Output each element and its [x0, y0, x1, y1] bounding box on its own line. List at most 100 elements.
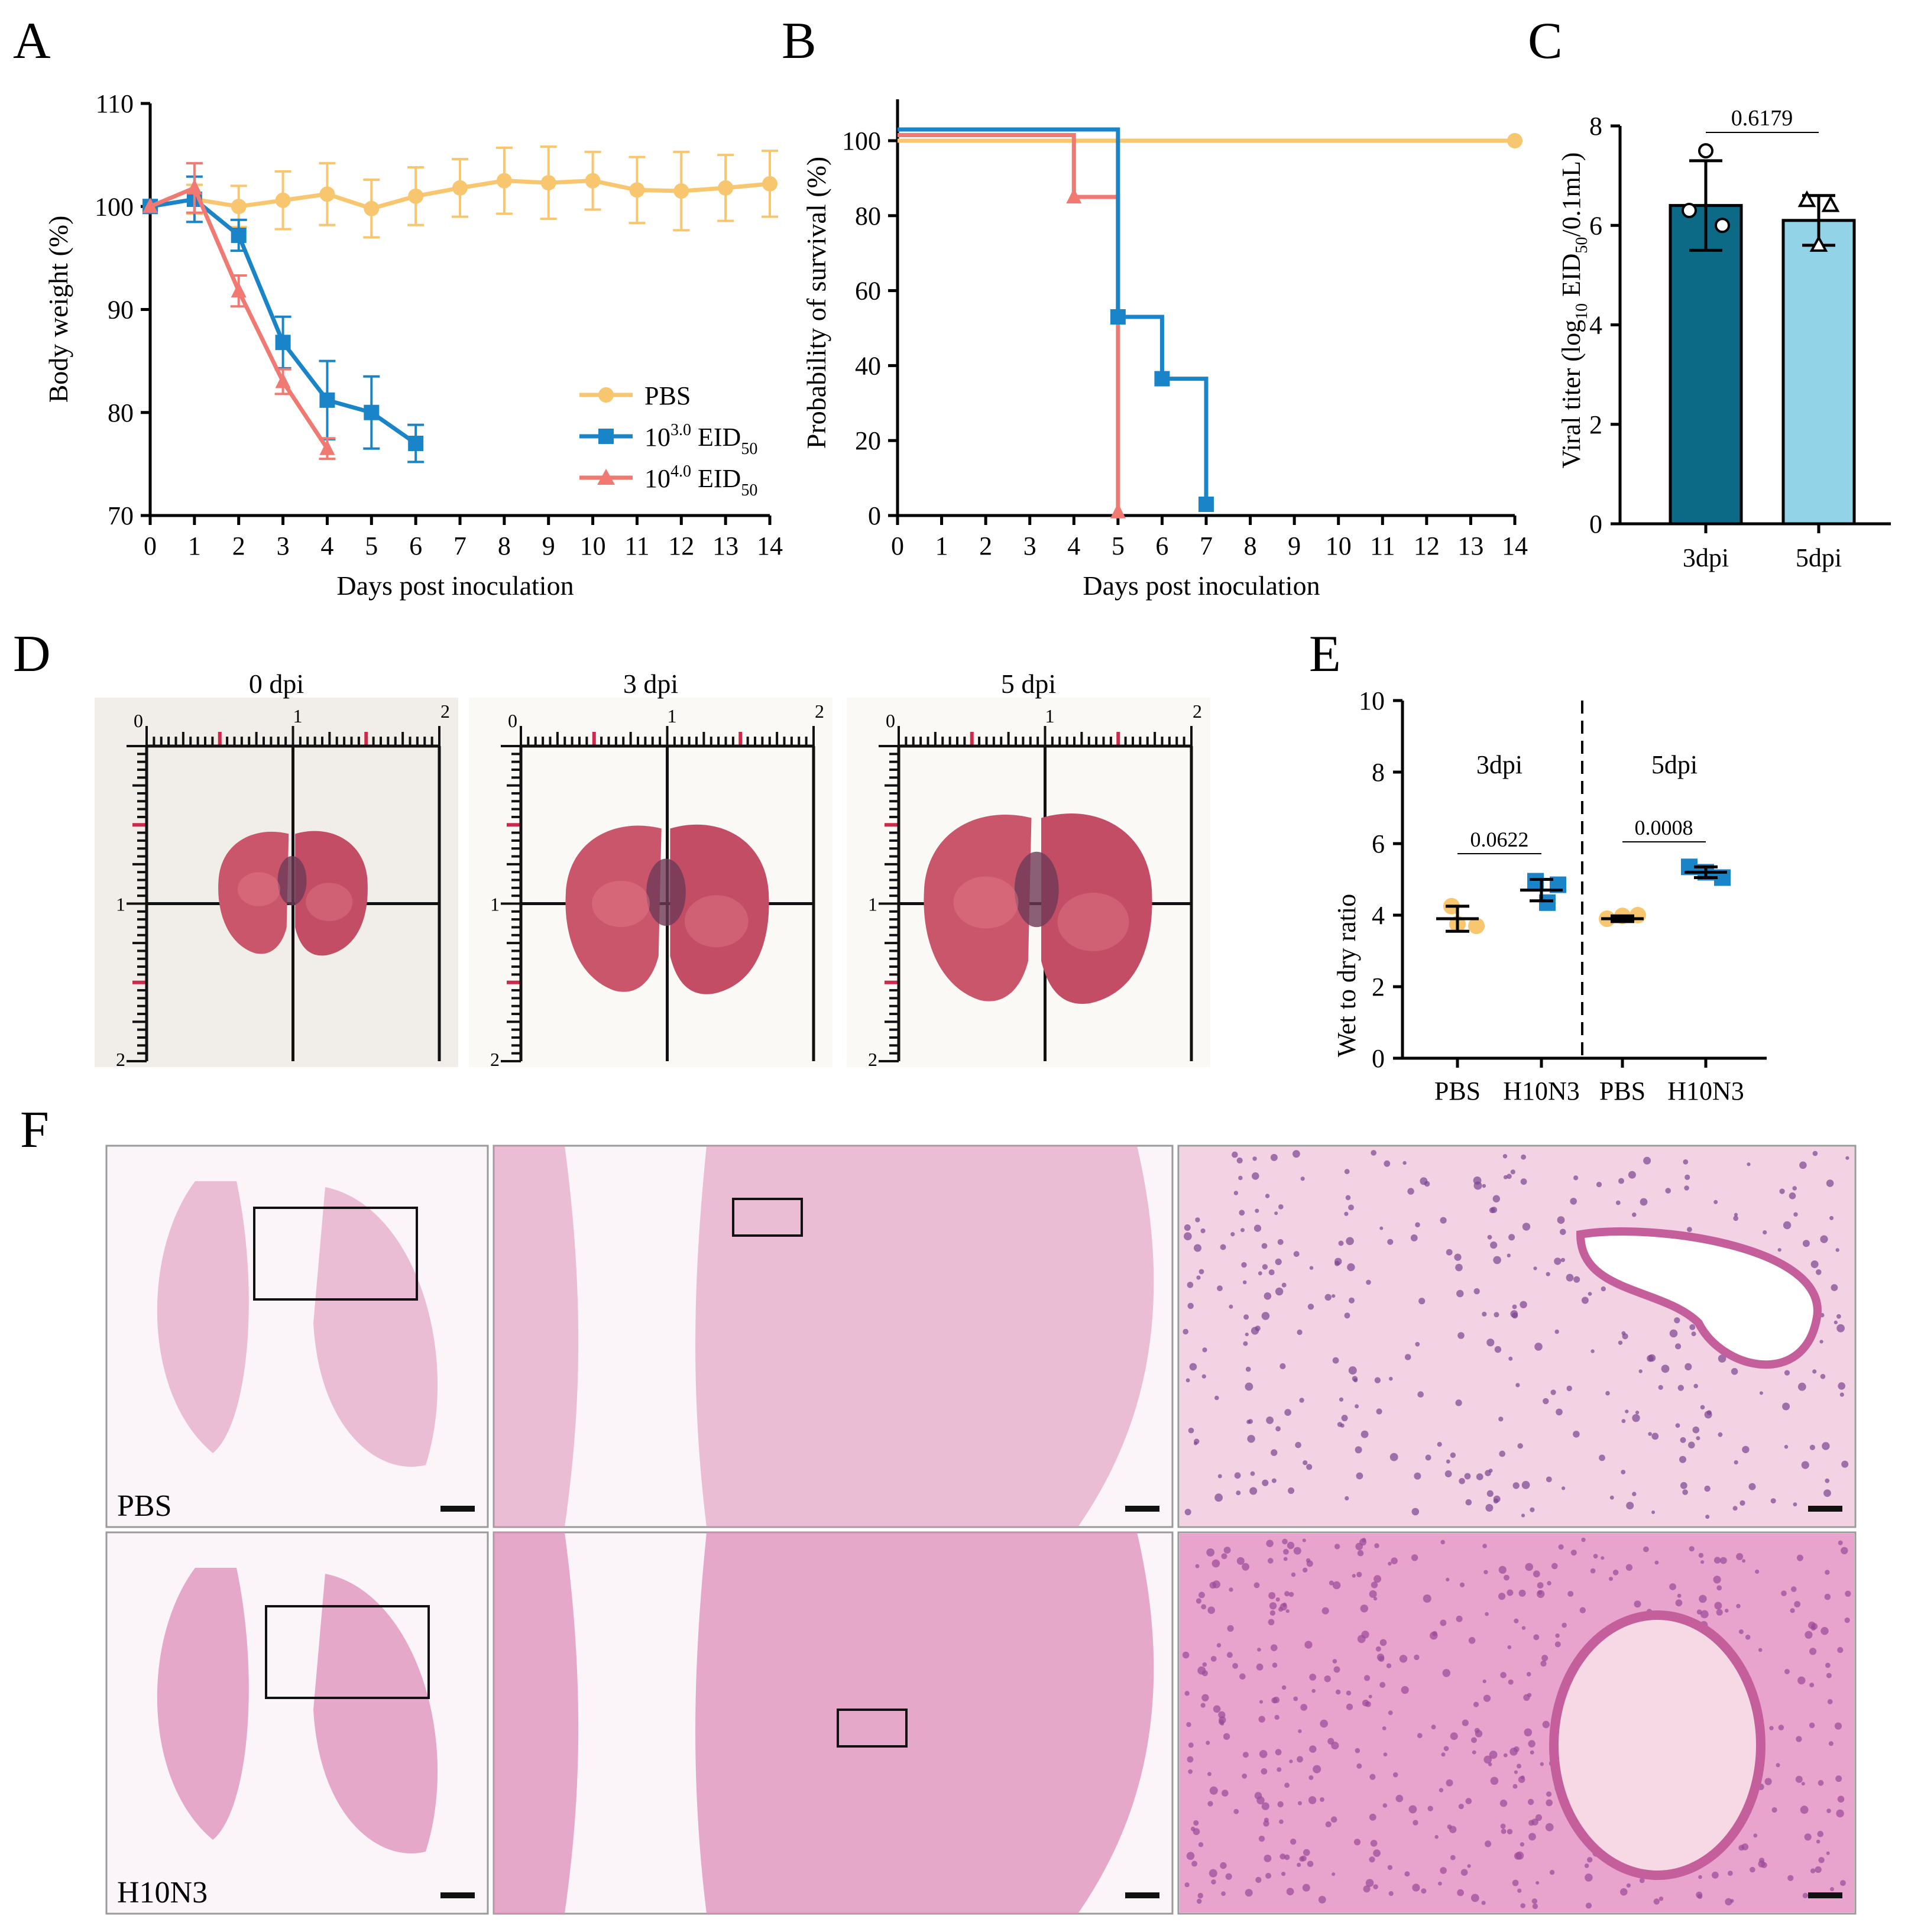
cell-nucleus	[1817, 1830, 1824, 1837]
cell-nucleus	[1590, 1349, 1595, 1353]
histology-panel-r1-c0	[105, 1531, 489, 1915]
cell-nucleus	[1601, 1286, 1606, 1292]
cell-nucleus	[1736, 1553, 1744, 1560]
ruler-number: 1	[668, 705, 677, 727]
cell-nucleus	[1793, 1212, 1798, 1217]
cell-nucleus	[1262, 1479, 1269, 1486]
cell-nucleus	[1274, 1211, 1278, 1215]
cell-nucleus	[1418, 1298, 1426, 1305]
cell-nucleus	[1220, 1862, 1227, 1869]
cell-nucleus	[1540, 1660, 1547, 1667]
cell-nucleus	[1635, 1411, 1640, 1415]
cell-nucleus	[1567, 1591, 1574, 1597]
cell-nucleus	[1534, 1343, 1543, 1351]
lung-highlight	[953, 876, 1019, 929]
cell-nucleus	[1264, 1855, 1272, 1862]
cell-nucleus	[1502, 1154, 1508, 1159]
cell-nucleus	[1836, 1314, 1841, 1319]
chart-b-point	[1110, 503, 1126, 518]
cell-nucleus	[1800, 1805, 1809, 1814]
cell-nucleus	[1252, 1156, 1257, 1161]
panel-d-gross-lungs: 0 dpi 0 1 2 1 2 3 dpi 0 1 2 1 2 5 dpi 0 1 2 1 2	[95, 669, 1210, 1070]
cell-nucleus	[1277, 1767, 1282, 1772]
legend-marker-high-dose	[597, 469, 615, 485]
cell-nucleus	[1275, 1287, 1284, 1296]
cell-nucleus	[1472, 1750, 1476, 1755]
cell-nucleus	[1195, 1217, 1200, 1223]
cell-nucleus	[1682, 1489, 1688, 1495]
cell-nucleus	[1404, 1871, 1410, 1877]
cell-nucleus	[1414, 1472, 1421, 1480]
cell-nucleus	[1371, 1581, 1378, 1589]
chart-a-x-label: Days post inoculation	[336, 570, 574, 601]
chart-a-point	[452, 180, 468, 196]
cell-nucleus	[1218, 1711, 1226, 1719]
cell-nucleus	[1560, 1228, 1566, 1236]
cell-nucleus	[1378, 1655, 1385, 1662]
cell-nucleus	[1278, 1204, 1284, 1210]
ruler-number: 0	[508, 710, 517, 731]
chart-b-point	[1198, 496, 1214, 512]
cell-nucleus	[1284, 1591, 1290, 1597]
legend-marker-low-dose	[598, 429, 614, 444]
cell-nucleus	[1763, 1230, 1767, 1235]
cell-nucleus	[1289, 1759, 1293, 1764]
chart-c-y-tick-label: 0	[1589, 510, 1602, 539]
cell-nucleus	[1336, 1689, 1341, 1695]
cell-nucleus	[1524, 1728, 1533, 1737]
cell-nucleus	[1183, 1328, 1188, 1335]
cell-nucleus	[1809, 1683, 1815, 1688]
cell-nucleus	[1546, 1476, 1552, 1483]
cell-nucleus	[1188, 1427, 1194, 1434]
cell-nucleus	[1424, 1181, 1430, 1187]
cell-nucleus	[1318, 1895, 1326, 1904]
legend-low-after: EID	[691, 423, 741, 452]
cell-nucleus	[1239, 1673, 1246, 1680]
cell-nucleus	[1638, 1369, 1643, 1373]
cell-nucleus	[1835, 1248, 1839, 1252]
cell-nucleus	[1675, 1599, 1683, 1607]
ruler-number: 2	[868, 1049, 877, 1070]
chart-b-x-tick-label: 3	[1023, 531, 1036, 560]
cell-nucleus	[1836, 1809, 1844, 1818]
cell-nucleus	[1473, 1288, 1480, 1295]
cell-nucleus	[1242, 1752, 1249, 1758]
cell-nucleus	[1792, 1186, 1797, 1191]
cell-nucleus	[1303, 1460, 1308, 1466]
cell-nucleus	[1789, 1192, 1796, 1200]
cell-nucleus	[1809, 1444, 1815, 1450]
chart-c-ylabel-sub: 10	[1573, 303, 1591, 320]
cell-nucleus	[1268, 1619, 1275, 1626]
cell-nucleus	[1220, 1722, 1225, 1726]
cell-nucleus	[1209, 1869, 1217, 1878]
cell-nucleus	[1242, 1563, 1250, 1571]
chart-c-viral-titer: 0 2 4 6 8 3dpi 5dpi 0.6179 Viral titer (log10 …	[1557, 106, 1891, 572]
cell-nucleus	[1217, 1285, 1223, 1292]
chart-a-y-tick-label: 100	[95, 192, 134, 221]
cell-nucleus	[1485, 1504, 1494, 1512]
cell-nucleus	[1230, 1232, 1235, 1237]
cell-nucleus	[1309, 1674, 1317, 1681]
cell-nucleus	[1389, 1453, 1398, 1461]
cell-nucleus	[1200, 1228, 1206, 1234]
cell-nucleus	[1399, 1655, 1408, 1663]
cell-nucleus	[1622, 1333, 1628, 1340]
cell-nucleus	[1303, 1849, 1310, 1856]
cell-nucleus	[1801, 1461, 1809, 1469]
cell-nucleus	[1356, 1571, 1362, 1577]
chart-e-x-tick-label: H10N3	[1667, 1077, 1744, 1106]
cell-nucleus	[1827, 1699, 1833, 1704]
cell-nucleus	[1796, 1736, 1802, 1742]
cell-nucleus	[1730, 1899, 1734, 1903]
chart-e-y-tick-label: 4	[1372, 901, 1385, 930]
cell-nucleus	[1527, 1798, 1534, 1805]
cell-nucleus	[1431, 1724, 1436, 1730]
cell-nucleus	[1499, 1450, 1505, 1457]
cell-nucleus	[1615, 1200, 1621, 1205]
cell-nucleus	[1209, 1786, 1218, 1795]
cell-nucleus	[1242, 1773, 1248, 1779]
cell-nucleus	[1304, 1641, 1313, 1649]
cell-nucleus	[1282, 1538, 1288, 1545]
cell-nucleus	[1388, 1710, 1393, 1716]
cell-nucleus	[1784, 1445, 1789, 1449]
